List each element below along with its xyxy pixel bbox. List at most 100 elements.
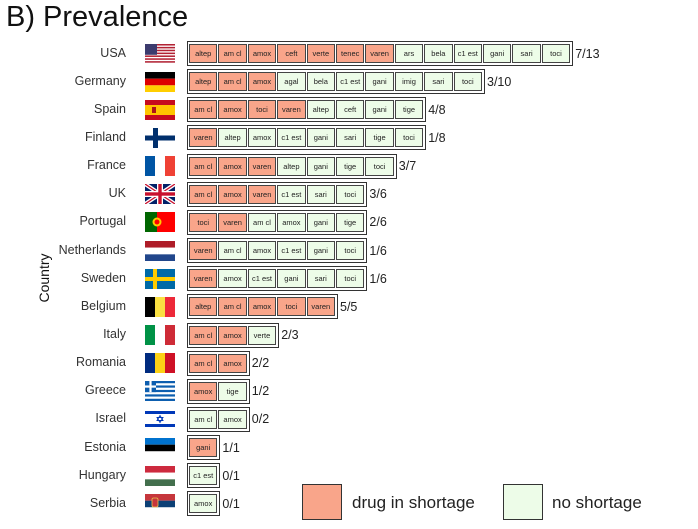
drug-cell-no-shortage: tige <box>218 381 247 401</box>
ratio-label-belgium: 5/5 <box>340 299 358 314</box>
flag-greece-icon <box>145 381 175 402</box>
ratio-label-france: 3/7 <box>398 159 417 174</box>
drug-row-greece <box>187 378 250 404</box>
drug-row-israel <box>187 406 250 432</box>
legend-label-no-shortage: no shortage <box>552 493 642 512</box>
drug-cell-shortage: am cl <box>189 353 218 373</box>
drug-cell-no-shortage: amox <box>189 494 218 514</box>
drug-row-italy <box>187 322 280 348</box>
drug-cell-shortage: am cl <box>189 184 218 204</box>
drug-cell-shortage: toci <box>277 297 306 317</box>
drug-cell-shortage: varen <box>218 212 247 232</box>
ratio-label-serbia: 0/1 <box>222 496 240 511</box>
flag-hungary-icon <box>145 465 175 486</box>
flag-uk-icon <box>145 184 175 205</box>
drug-cell-no-shortage: amox <box>218 409 247 429</box>
ratio-label-spain: 4/8 <box>428 102 446 117</box>
drug-cell-no-shortage: c1 est <box>336 72 365 92</box>
drug-cell-no-shortage: tige <box>336 212 365 232</box>
drug-row-germany <box>187 69 485 95</box>
ratio-label-finland: 1/8 <box>428 130 446 145</box>
drug-row-netherlands <box>187 238 368 264</box>
drug-cell-shortage: amox <box>218 353 247 373</box>
flag-romania-icon <box>145 353 175 374</box>
drug-cell-no-shortage: tige <box>394 100 424 120</box>
flag-spain-icon <box>145 99 175 120</box>
country-label-greece: Greece <box>85 383 126 398</box>
drug-cell-shortage: am cl <box>189 325 218 345</box>
drug-cell-no-shortage: sari <box>336 128 365 148</box>
drug-cell-no-shortage: sari <box>306 184 335 204</box>
drug-cell-shortage: varen <box>189 269 218 289</box>
legend-label-shortage: drug in shortage <box>352 493 475 512</box>
ratio-label-israel: 0/2 <box>251 412 270 427</box>
drug-cell-no-shortage: toci <box>541 44 571 63</box>
drug-cell-shortage: amox <box>218 325 247 345</box>
legend-swatch-shortage <box>302 484 342 520</box>
country-label-usa: USA <box>100 45 126 60</box>
ratio-label-greece: 1/2 <box>251 384 270 399</box>
drug-cell-no-shortage: am cl <box>189 409 218 429</box>
panel-title: B) Prevalence <box>6 1 189 33</box>
country-label-sweden: Sweden <box>80 270 126 285</box>
flag-italy-icon <box>145 325 175 345</box>
drug-cell-no-shortage: amox <box>277 212 306 232</box>
drug-cell-shortage: am cl <box>189 156 218 176</box>
drug-cell-no-shortage: sari <box>512 44 541 63</box>
drug-cell-shortage: amox <box>247 72 277 92</box>
drug-cell-shortage: altep <box>189 297 218 317</box>
drug-cell-no-shortage: c1 est <box>277 128 306 148</box>
ratio-label-italy: 2/3 <box>281 328 299 342</box>
drug-cell-no-shortage: tige <box>365 128 394 148</box>
country-label-uk: UK <box>108 186 126 201</box>
drug-cell-no-shortage: altep <box>277 156 306 176</box>
drug-cell-no-shortage: tige <box>336 156 365 176</box>
drug-cell-shortage: amox <box>218 156 247 176</box>
flag-portugal-icon <box>145 212 175 233</box>
ratio-label-hungary: 0/1 <box>222 468 240 483</box>
drug-cell-shortage: altep <box>189 72 218 92</box>
drug-cell-shortage: amox <box>218 100 247 120</box>
flag-estonia-icon <box>145 437 175 458</box>
drug-cell-no-shortage: imig <box>394 72 424 92</box>
drug-cell-no-shortage: ceft <box>336 100 365 120</box>
drug-cell-no-shortage: gani <box>277 269 306 289</box>
flag-israel-icon <box>145 409 175 430</box>
drug-cell-no-shortage: bela <box>424 44 453 63</box>
country-label-finland: Finland <box>85 129 126 144</box>
drug-cell-no-shortage: ars <box>394 44 424 63</box>
country-label-estonia: Estonia <box>84 439 126 454</box>
drug-cell-no-shortage: bela <box>306 72 335 92</box>
ratio-label-germany: 3/10 <box>487 74 512 89</box>
drug-row-spain <box>187 97 427 123</box>
flag-germany-icon <box>145 71 175 92</box>
drug-cell-shortage: varen <box>189 128 218 148</box>
country-label-romania: Romania <box>75 355 126 370</box>
drug-cell-shortage: varen <box>365 44 394 63</box>
drug-row-belgium <box>187 294 338 320</box>
drug-cell-shortage: am cl <box>189 100 218 120</box>
drug-cell-no-shortage: sari <box>424 72 453 92</box>
drug-row-romania <box>187 350 250 376</box>
ratio-label-uk: 3/6 <box>369 187 387 202</box>
drug-cell-shortage: am cl <box>218 72 247 92</box>
country-label-portugal: Portugal <box>79 214 126 229</box>
drug-cell-no-shortage: amox <box>247 128 277 148</box>
drug-cell-no-shortage: gani <box>306 128 335 148</box>
ratio-label-netherlands: 1/6 <box>369 243 387 258</box>
drug-cell-shortage: am cl <box>218 44 247 63</box>
ratio-label-portugal: 2/6 <box>369 215 387 230</box>
drug-cell-no-shortage: c1 est <box>277 184 306 204</box>
drug-cell-no-shortage: amox <box>218 269 247 289</box>
country-label-germany: Germany <box>74 73 126 88</box>
drug-cell-no-shortage: amox <box>247 241 277 261</box>
drug-cell-shortage: amox <box>189 381 218 401</box>
drug-cell-shortage: am cl <box>218 297 247 317</box>
drug-cell-no-shortage: altep <box>218 128 247 148</box>
drug-row-sweden <box>187 266 368 292</box>
drug-cell-shortage: varen <box>247 156 277 176</box>
drug-cell-no-shortage: toci <box>336 269 365 289</box>
drug-cell-no-shortage: sari <box>306 269 335 289</box>
drug-cell-shortage: varen <box>247 184 277 204</box>
drug-row-portugal <box>187 209 368 235</box>
